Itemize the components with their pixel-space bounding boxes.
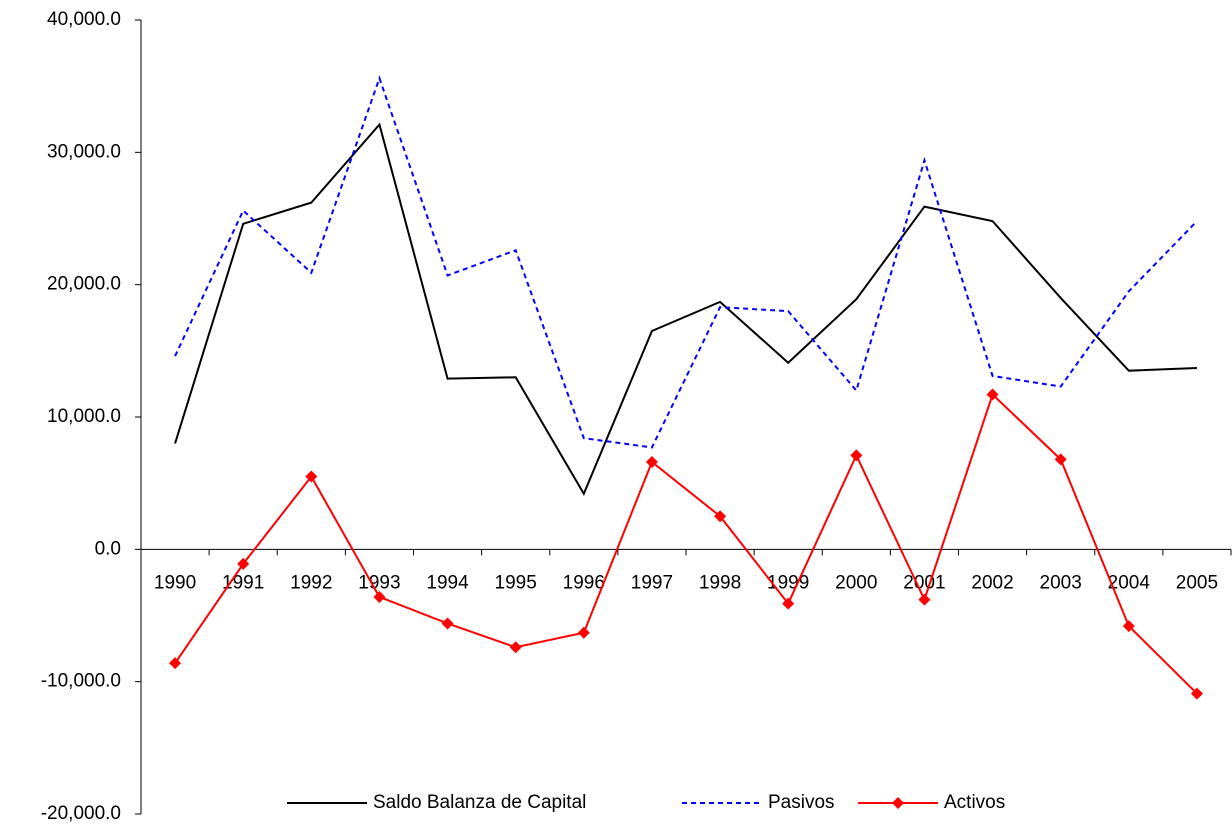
legend-marker bbox=[892, 797, 904, 809]
series-line bbox=[174, 122, 1197, 496]
data-point bbox=[645, 455, 658, 468]
x-tick-label: 1992 bbox=[290, 572, 332, 593]
data-point bbox=[577, 626, 590, 639]
legend-label: Pasivos bbox=[768, 792, 835, 813]
y-tick-label: 10,000.0 bbox=[47, 406, 121, 427]
y-tick-label: 30,000.0 bbox=[47, 141, 121, 162]
x-tick-label: 2002 bbox=[971, 572, 1013, 593]
x-tick-label: 1999 bbox=[767, 572, 809, 593]
data-point bbox=[1190, 687, 1203, 700]
x-tick-label: 2004 bbox=[1108, 572, 1151, 593]
y-tick-label: 40,000.0 bbox=[47, 9, 121, 30]
x-tick-label: 1993 bbox=[358, 572, 400, 593]
x-tick-label: 1996 bbox=[563, 572, 605, 593]
data-point bbox=[509, 641, 522, 654]
data-point bbox=[850, 449, 863, 462]
y-tick-label: 20,000.0 bbox=[47, 274, 121, 295]
y-tick-label: -20,000.0 bbox=[41, 803, 121, 824]
x-tick-label: 2001 bbox=[903, 572, 945, 593]
x-tick-label: 1990 bbox=[154, 572, 196, 593]
data-point bbox=[986, 388, 999, 401]
data-point bbox=[305, 470, 318, 483]
x-tick-label: 2003 bbox=[1040, 572, 1082, 593]
data-point bbox=[441, 617, 454, 630]
legend-label: Saldo Balanza de Capital bbox=[373, 792, 586, 813]
data-point bbox=[169, 657, 182, 670]
x-tick-label: 2005 bbox=[1176, 572, 1218, 593]
data-point bbox=[918, 593, 931, 606]
x-tick-label: 1991 bbox=[222, 572, 264, 593]
x-tick-label: 1994 bbox=[426, 572, 469, 593]
series-line bbox=[174, 75, 1198, 449]
data-point bbox=[782, 597, 795, 610]
x-tick-label: 2000 bbox=[835, 572, 877, 593]
legend-label: Activos bbox=[944, 792, 1005, 813]
data-point bbox=[237, 557, 250, 570]
data-point bbox=[714, 510, 727, 523]
y-tick-label: -10,000.0 bbox=[41, 671, 121, 692]
data-point bbox=[1122, 620, 1135, 633]
y-tick-label: 0.0 bbox=[95, 538, 121, 559]
x-tick-label: 1998 bbox=[699, 572, 741, 593]
data-point bbox=[1054, 453, 1067, 466]
series-line bbox=[174, 392, 1198, 695]
x-tick-label: 1995 bbox=[495, 572, 537, 593]
data-point bbox=[373, 590, 386, 603]
x-tick-label: 1997 bbox=[631, 572, 673, 593]
